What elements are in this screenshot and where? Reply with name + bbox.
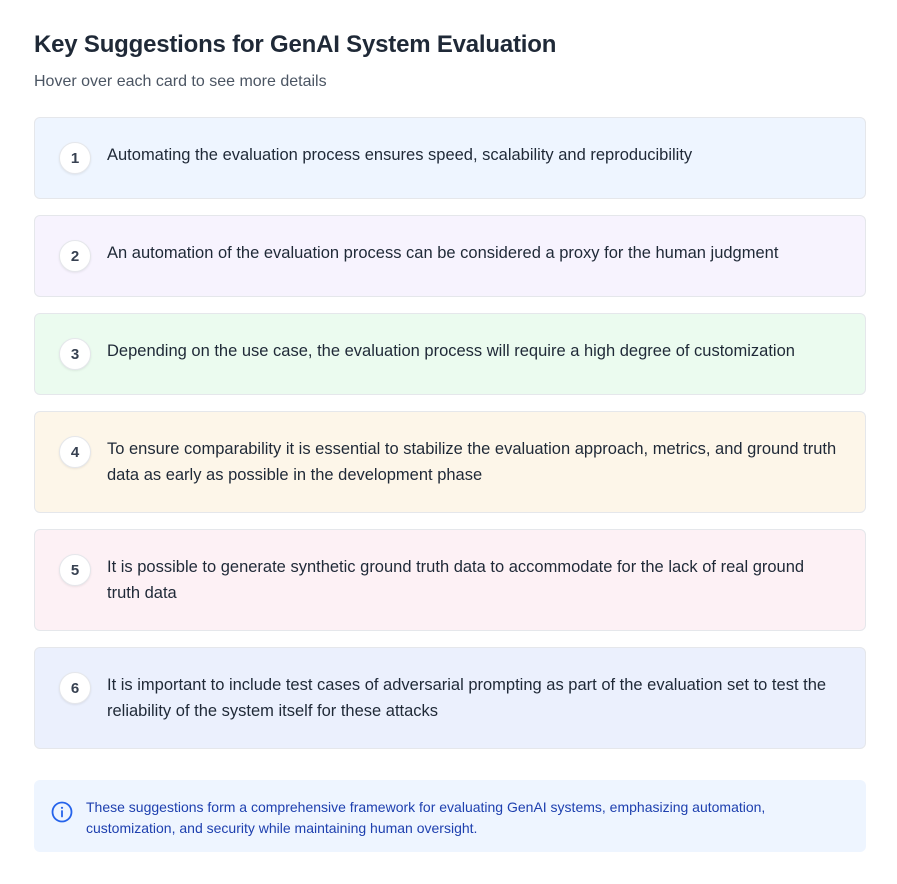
card-number-badge: 4 <box>59 436 91 468</box>
card-number-badge: 3 <box>59 338 91 370</box>
card-text: An automation of the evaluation process … <box>107 244 779 262</box>
info-icon <box>51 801 73 823</box>
card-text: It is possible to generate synthetic gro… <box>107 558 805 602</box>
card-text: It is important to include test cases of… <box>107 676 827 720</box>
card-text: To ensure comparability it is essential … <box>107 440 837 484</box>
page-subtitle: Hover over each card to see more details <box>34 73 327 90</box>
card-text: Depending on the use case, the evaluatio… <box>107 342 795 360</box>
card-number-badge: 6 <box>59 672 91 704</box>
card-number-badge: 1 <box>59 142 91 174</box>
info-callout: These suggestions form a comprehensive f… <box>34 780 866 852</box>
suggestion-card-1[interactable]: 1 Automating the evaluation process ensu… <box>34 117 866 199</box>
info-text: These suggestions form a comprehensive f… <box>86 799 766 836</box>
page-title: Key Suggestions for GenAI System Evaluat… <box>34 31 557 58</box>
card-text: Automating the evaluation process ensure… <box>107 146 693 164</box>
suggestion-card-5[interactable]: 5 It is possible to generate synthetic g… <box>34 529 866 631</box>
card-number-badge: 5 <box>59 554 91 586</box>
suggestion-card-4[interactable]: 4 To ensure comparability it is essentia… <box>34 411 866 513</box>
suggestion-card-2[interactable]: 2 An automation of the evaluation proces… <box>34 215 866 297</box>
suggestion-list: 1 Automating the evaluation process ensu… <box>34 117 866 749</box>
suggestion-card-3[interactable]: 3 Depending on the use case, the evaluat… <box>34 313 866 395</box>
suggestion-card-6[interactable]: 6 It is important to include test cases … <box>34 647 866 749</box>
card-number-badge: 2 <box>59 240 91 272</box>
